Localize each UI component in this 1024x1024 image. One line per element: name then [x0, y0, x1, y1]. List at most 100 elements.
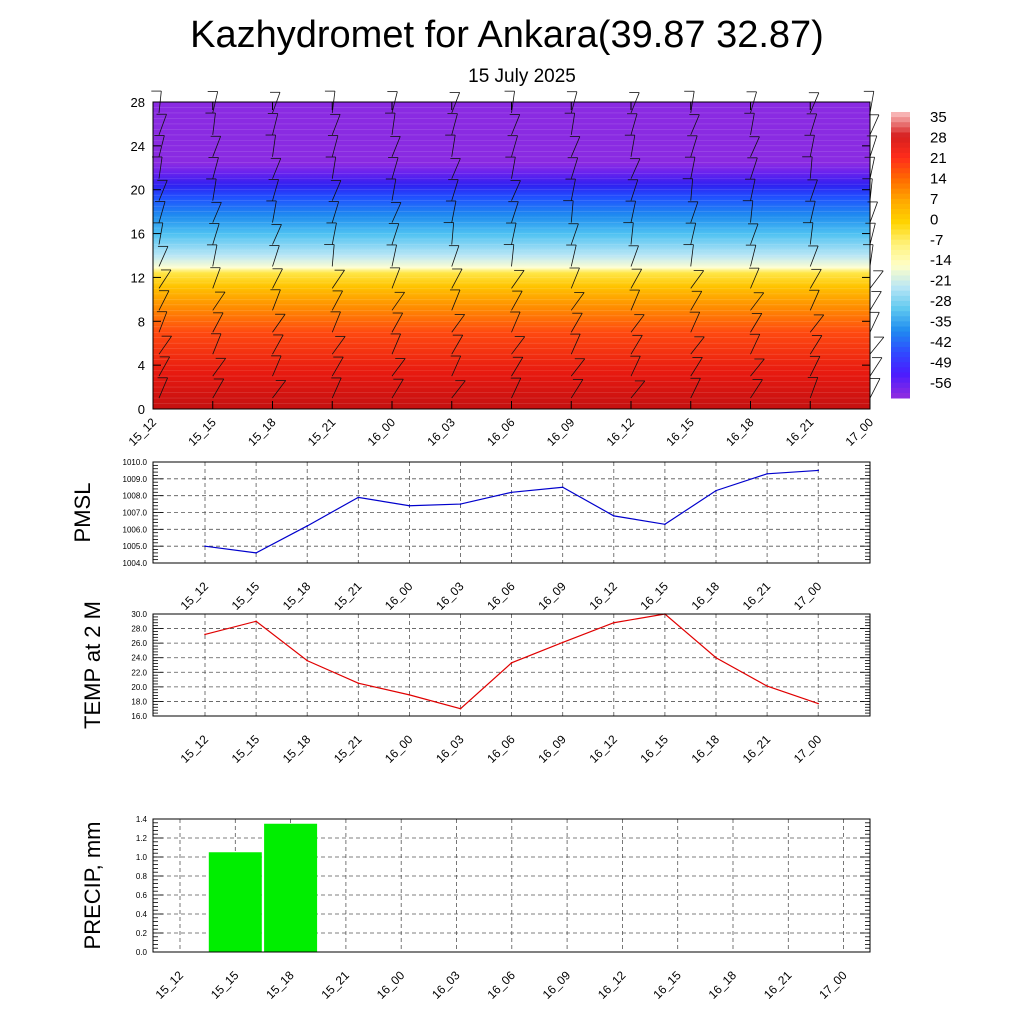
wind-barb: [212, 202, 222, 223]
wind-barb: [158, 201, 166, 223]
y-tick-label: 12: [131, 270, 145, 285]
colorbar-label: -28: [930, 293, 952, 310]
x-tick-label: 15_12: [178, 732, 212, 766]
wind-barb: [511, 377, 522, 399]
temperature-colorbar: 35 28 21 14 7 0 -7 -14 -21 -28 -35 -42 -49 -56: [891, 109, 952, 399]
wind-barb: [750, 200, 754, 223]
wind-barb: [570, 312, 583, 333]
y-tick-label: 30.0: [131, 610, 147, 619]
wind-barb: [869, 378, 881, 399]
x-tick-label: 16_15: [638, 732, 672, 766]
x-tick-label: 16_09: [544, 415, 578, 449]
y-tick-label: 24.0: [131, 654, 147, 663]
colorbar-strip: [891, 132, 910, 139]
y-axis-title: TEMP at 2 M: [80, 601, 105, 729]
wind-barb: [331, 290, 343, 311]
colorbar-strip: [891, 331, 910, 338]
wind-barb: [158, 180, 168, 201]
wind-barb: [272, 224, 282, 245]
wind-barb: [511, 114, 521, 136]
wind-barb: [451, 334, 464, 355]
wind-barb: [511, 336, 526, 355]
wind-barb: [391, 157, 399, 179]
wind-barb: [869, 135, 878, 157]
wind-barb: [570, 157, 579, 179]
wind-barb: [511, 244, 515, 267]
data-point: [817, 469, 819, 472]
colorbar-strip: [891, 326, 910, 333]
x-tick-label: 17_00: [816, 968, 850, 1002]
y-tick-label: 8: [138, 314, 145, 329]
colorbar-strip: [891, 219, 910, 225]
wind-barb: [212, 244, 218, 267]
wind-barb: [570, 379, 584, 399]
wind-barb: [158, 335, 172, 355]
y-tick-label: 4: [138, 358, 145, 373]
colorbar-label: -56: [930, 375, 952, 392]
wind-barb: [331, 201, 340, 223]
wind-barb: [690, 157, 696, 179]
data-point: [715, 656, 717, 659]
wind-barb: [869, 223, 876, 245]
x-tick-label: 15_12: [153, 968, 187, 1002]
colorbar-strip: [891, 321, 910, 327]
colorbar-label: -42: [930, 334, 952, 351]
y-tick-label: 22.0: [131, 668, 147, 677]
wind-barb: [451, 268, 463, 289]
data-point: [408, 694, 411, 696]
wind-barb: [570, 200, 574, 223]
colorbar-strip: [891, 306, 910, 312]
x-tick-label: 16_00: [374, 968, 408, 1002]
colorbar-strip: [891, 183, 910, 190]
colorbar-strip: [891, 367, 910, 373]
wind-barb: [690, 244, 694, 267]
y-tick-label: 1008.0: [123, 492, 148, 501]
y-tick-label: 16.0: [131, 712, 147, 721]
wind-barb: [869, 114, 880, 136]
x-tick-label: 17_00: [791, 579, 825, 613]
colorbar-strip: [891, 127, 910, 133]
wind-barb: [809, 356, 821, 377]
wind-barb: [750, 334, 761, 355]
x-tick-label: 16_21: [783, 415, 817, 449]
wind-barb: [690, 291, 703, 311]
wind-barb: [809, 135, 815, 157]
wind-barb: [158, 246, 169, 267]
x-tick-label: 16_21: [761, 968, 795, 1002]
data-point: [510, 662, 513, 664]
y-tick-label: 1005.0: [123, 542, 148, 551]
wind-barb: [570, 136, 581, 157]
x-tick-label: 15_15: [185, 415, 219, 449]
wind-barb: [158, 311, 168, 333]
x-tick-label: 16_12: [586, 732, 620, 766]
colorbar-label: 28: [930, 129, 947, 146]
x-tick-label: 16_00: [382, 732, 416, 766]
wind-barb: [272, 113, 279, 135]
wind-barb: [391, 333, 401, 355]
wind-barb: [869, 91, 875, 114]
page-subtitle: 15 July 2025: [468, 66, 576, 87]
wind-barb: [511, 357, 524, 377]
data-point: [613, 621, 615, 624]
colorbar-strip: [891, 152, 910, 159]
data-point: [204, 545, 206, 547]
colorbar-label: -21: [930, 273, 952, 290]
wind-barb: [869, 157, 875, 179]
wind-barb: [690, 336, 705, 355]
x-tick-label: 15_21: [331, 732, 365, 766]
wind-barb: [511, 222, 517, 245]
x-tick-label: 16_06: [484, 415, 518, 449]
y-tick-label: 1004.0: [123, 559, 148, 568]
x-tick-label: 16_03: [433, 732, 467, 766]
wind-barb: [272, 179, 279, 201]
wind-barb: [391, 292, 405, 311]
wind-barb: [331, 135, 339, 157]
colorbar-strip: [891, 173, 910, 179]
colorbar-strip: [891, 382, 910, 389]
wind-barb: [869, 270, 884, 289]
colorbar-label: 14: [930, 170, 947, 187]
wind-barb: [570, 223, 579, 245]
wind-barb: [809, 290, 820, 311]
